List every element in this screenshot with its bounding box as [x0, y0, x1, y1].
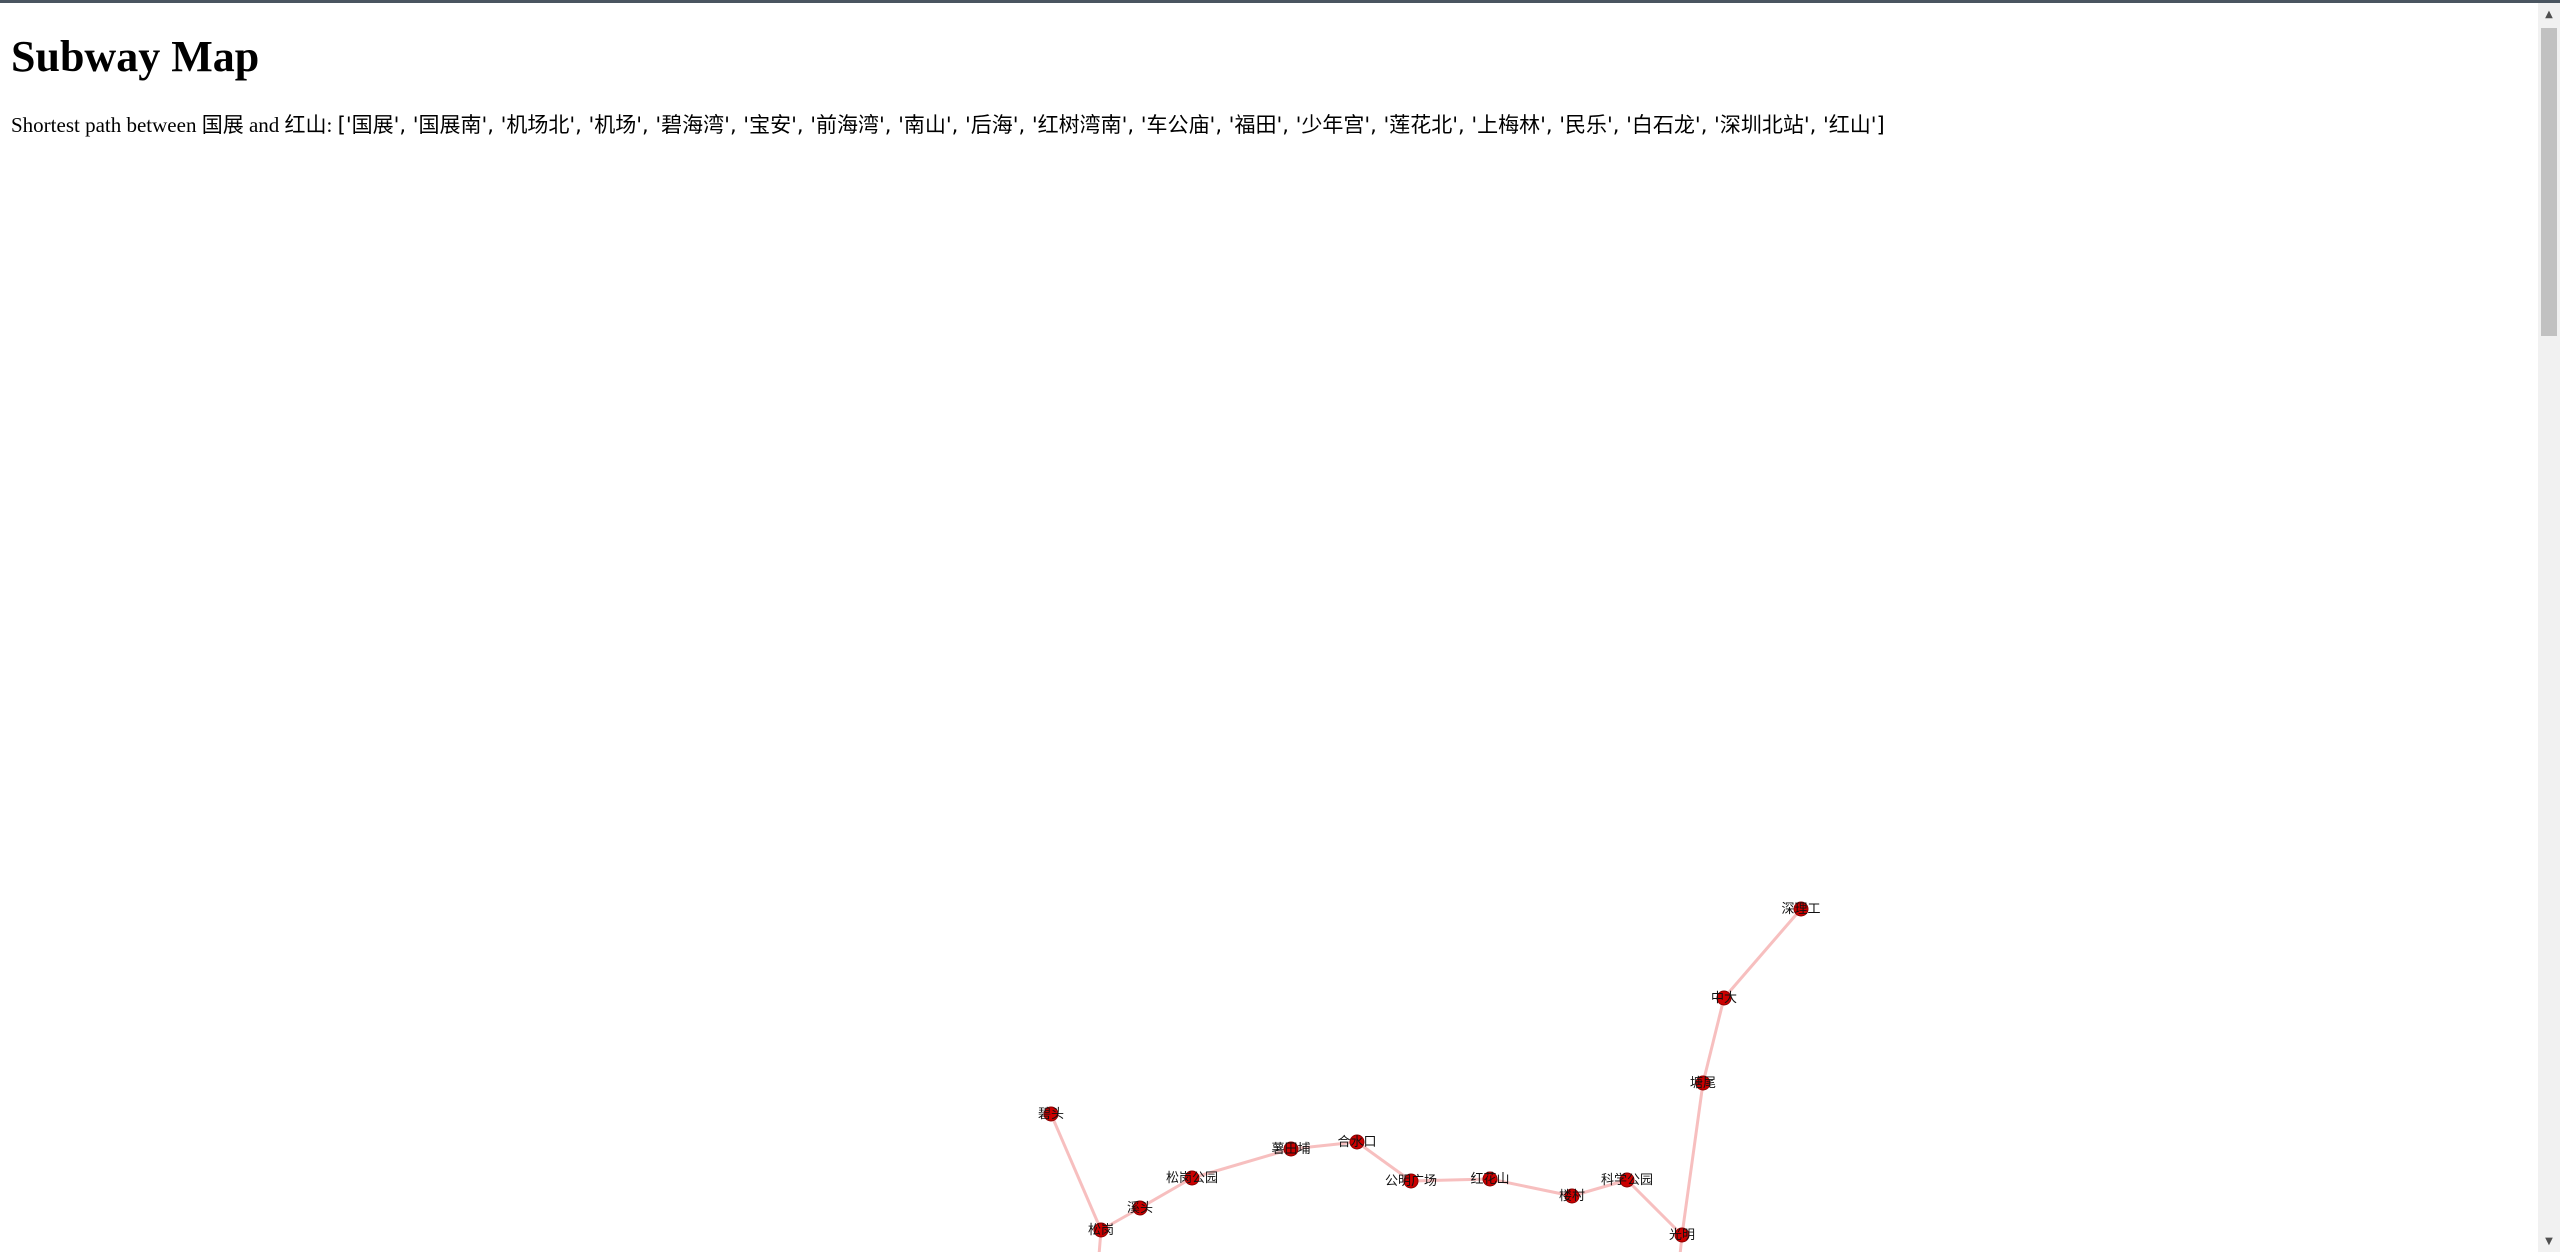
- station-label-s13: 松岗: [1088, 1223, 1114, 1238]
- path-and: and: [243, 113, 285, 137]
- shortest-path-text: Shortest path between 国展 and 红山: ['国展', …: [11, 111, 1885, 139]
- edge-s11-s12: [1139, 1176, 1193, 1210]
- station-label-s7: 红花山: [1470, 1171, 1509, 1187]
- station-node-s1: [1793, 901, 1809, 917]
- station-node-s13: [1093, 1222, 1109, 1238]
- vertical-scrollbar[interactable]: ▲ ▼: [2538, 3, 2560, 1252]
- station-node-s8: [1403, 1173, 1419, 1189]
- station-node-s12: [1132, 1200, 1148, 1216]
- station-node-s4: [1564, 1188, 1580, 1204]
- edge-s8-s9: [1356, 1140, 1412, 1183]
- edge-s5-s4: [1571, 1178, 1628, 1198]
- scroll-down-arrow-icon[interactable]: ▼: [2545, 1235, 2553, 1247]
- path-station-list: ['国展', '国展南', '机场北', '机场', '碧海湾', '宝安', …: [337, 113, 1885, 137]
- station-label-s1: 深理工: [1781, 902, 1820, 917]
- station-label-s9: 合水口: [1337, 1135, 1376, 1150]
- station-node-s11: [1184, 1170, 1200, 1186]
- edge-s7-s8: [1410, 1177, 1491, 1183]
- edges-layer: [1049, 908, 1803, 1252]
- nodes-layer: [1043, 901, 1809, 1243]
- station-label-s12: 溪头: [1127, 1201, 1153, 1216]
- station-node-s9: [1349, 1134, 1365, 1150]
- edge-s4-s7: [1489, 1177, 1573, 1198]
- station-label-s10: 薯田埔: [1271, 1142, 1310, 1157]
- edge-s6-s5: [1625, 1178, 1684, 1237]
- path-prefix: Shortest path between: [11, 113, 202, 137]
- station-label-s4: 楼村: [1559, 1189, 1585, 1204]
- page-title: Subway Map: [11, 32, 260, 81]
- path-separator: :: [326, 113, 338, 137]
- station-label-s5: 科学公园: [1601, 1172, 1653, 1188]
- page-content: Subway Map Shortest path between 国展 and …: [0, 3, 2538, 1252]
- station-node-s10: [1283, 1141, 1299, 1157]
- edge-s2-s3: [1701, 997, 1726, 1084]
- station-label-s3: 塘尾: [1690, 1075, 1716, 1091]
- station-label-s14: 碧头: [1038, 1107, 1064, 1122]
- edge-s13-s14: [1049, 1113, 1103, 1231]
- station-node-s14: [1043, 1106, 1059, 1122]
- station-label-s2: 中大: [1711, 991, 1737, 1006]
- station-node-s5: [1619, 1172, 1635, 1188]
- scrollbar-thumb[interactable]: [2541, 28, 2557, 336]
- station-label-s8: 公明广场: [1385, 1174, 1437, 1189]
- station-label-s6: 光明: [1669, 1228, 1695, 1243]
- edge-s3-s6: [1680, 1082, 1705, 1236]
- start-station: 国展: [201, 113, 244, 137]
- window-top-border: [0, 0, 2560, 3]
- station-node-s2: [1716, 990, 1732, 1006]
- station-label-s11: 松岗公园: [1166, 1171, 1218, 1186]
- station-node-s6: [1674, 1227, 1690, 1243]
- scroll-up-arrow-icon[interactable]: ▲: [2545, 8, 2553, 20]
- station-node-s7: [1482, 1171, 1498, 1187]
- edge-s9-s10: [1290, 1140, 1358, 1151]
- station-node-s3: [1695, 1075, 1711, 1091]
- edge-s1-s2: [1722, 908, 1803, 999]
- edge-s10-s11: [1191, 1147, 1292, 1180]
- end-station: 红山: [284, 113, 327, 137]
